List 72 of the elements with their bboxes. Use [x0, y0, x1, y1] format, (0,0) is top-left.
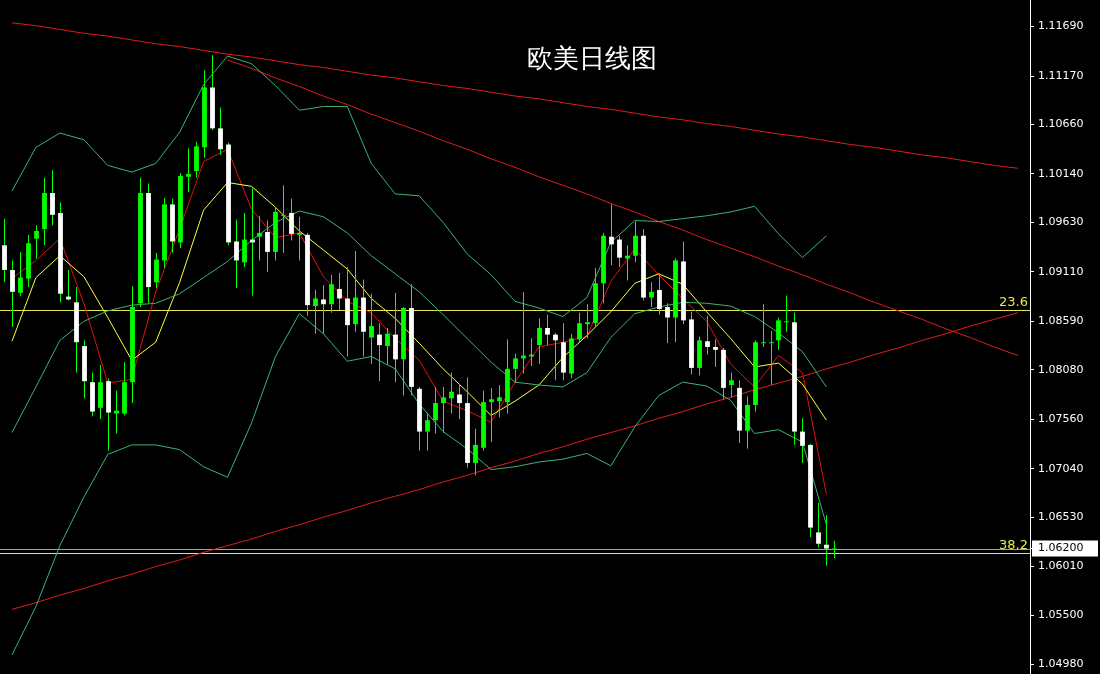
candlestick [473, 428, 478, 476]
y-tick-label: 1.09110 [1038, 264, 1084, 278]
candlestick [513, 353, 518, 384]
candlestick [114, 390, 119, 434]
y-tick-label: 1.07040 [1038, 461, 1084, 475]
y-tick-label: 1.07560 [1038, 412, 1084, 426]
candlestick [776, 317, 781, 351]
candlestick [713, 338, 718, 368]
y-tick-label: 1.06530 [1038, 510, 1084, 523]
y-tick-label: 1.10660 [1038, 117, 1084, 131]
candlestick [377, 322, 382, 382]
candlestick [832, 540, 837, 559]
y-tick-label: 1.06010 [1038, 559, 1084, 573]
candlestick [441, 386, 446, 434]
candlestick [313, 289, 318, 335]
candlestick [665, 302, 670, 344]
candlestick [449, 372, 454, 415]
candlestick [824, 514, 829, 567]
y-tick-label: 1.08080 [1038, 362, 1084, 376]
candlestick [321, 284, 326, 335]
candlestick [609, 203, 614, 266]
candlestick [385, 327, 390, 366]
y-tick-label: 1.05500 [1038, 607, 1084, 621]
candlestick [585, 303, 590, 339]
candlestick [577, 312, 582, 343]
candlestick [10, 259, 15, 328]
y-tick-label: 1.08590 [1038, 314, 1084, 328]
candlestick [369, 293, 374, 365]
candlestick [761, 303, 766, 348]
candlestick [633, 221, 638, 263]
candlestick [257, 215, 262, 261]
y-tick-label: 1.11170 [1038, 68, 1084, 82]
annotation: 23.6 [999, 293, 1028, 309]
y-tick-label: 1.09630 [1038, 215, 1084, 229]
y-tick-label: 1.11690 [1038, 19, 1084, 33]
candlestick [186, 147, 191, 193]
candlestick [265, 220, 270, 273]
candlestick [769, 330, 774, 386]
candlestick [329, 274, 334, 314]
candlestick [297, 216, 302, 261]
candlestick [281, 184, 286, 254]
candlestick [649, 281, 654, 308]
candlestick [289, 198, 294, 242]
candlestick [705, 315, 710, 356]
candlestick [218, 106, 223, 156]
candlestick [234, 219, 239, 289]
candlestick [489, 387, 494, 443]
y-tick-label: 1.06200 [1038, 541, 1084, 555]
candlestick [617, 235, 622, 268]
candlestick [154, 252, 159, 289]
candlestick [553, 332, 558, 381]
candlestick [433, 386, 438, 434]
candlestick [625, 244, 630, 281]
candlestick [497, 384, 502, 418]
text: 欧美日线图 [527, 42, 658, 73]
candlestick [457, 383, 462, 420]
candlestick [545, 314, 550, 346]
candlestick [657, 274, 662, 316]
annotation: 38.2 [999, 537, 1028, 553]
candlestick [729, 372, 734, 398]
candlestick [800, 417, 805, 464]
y-tick-label: 1.04980 [1038, 657, 1084, 671]
candlestick [537, 317, 542, 365]
candlestick [337, 272, 342, 311]
candlestick [18, 251, 23, 297]
candlestick [816, 502, 821, 549]
y-tick-label: 1.10140 [1038, 166, 1084, 180]
candlestick [34, 224, 39, 260]
candlestick [784, 295, 789, 333]
candlestick [242, 212, 247, 268]
candlestick [425, 412, 430, 452]
candlestick [50, 169, 55, 226]
